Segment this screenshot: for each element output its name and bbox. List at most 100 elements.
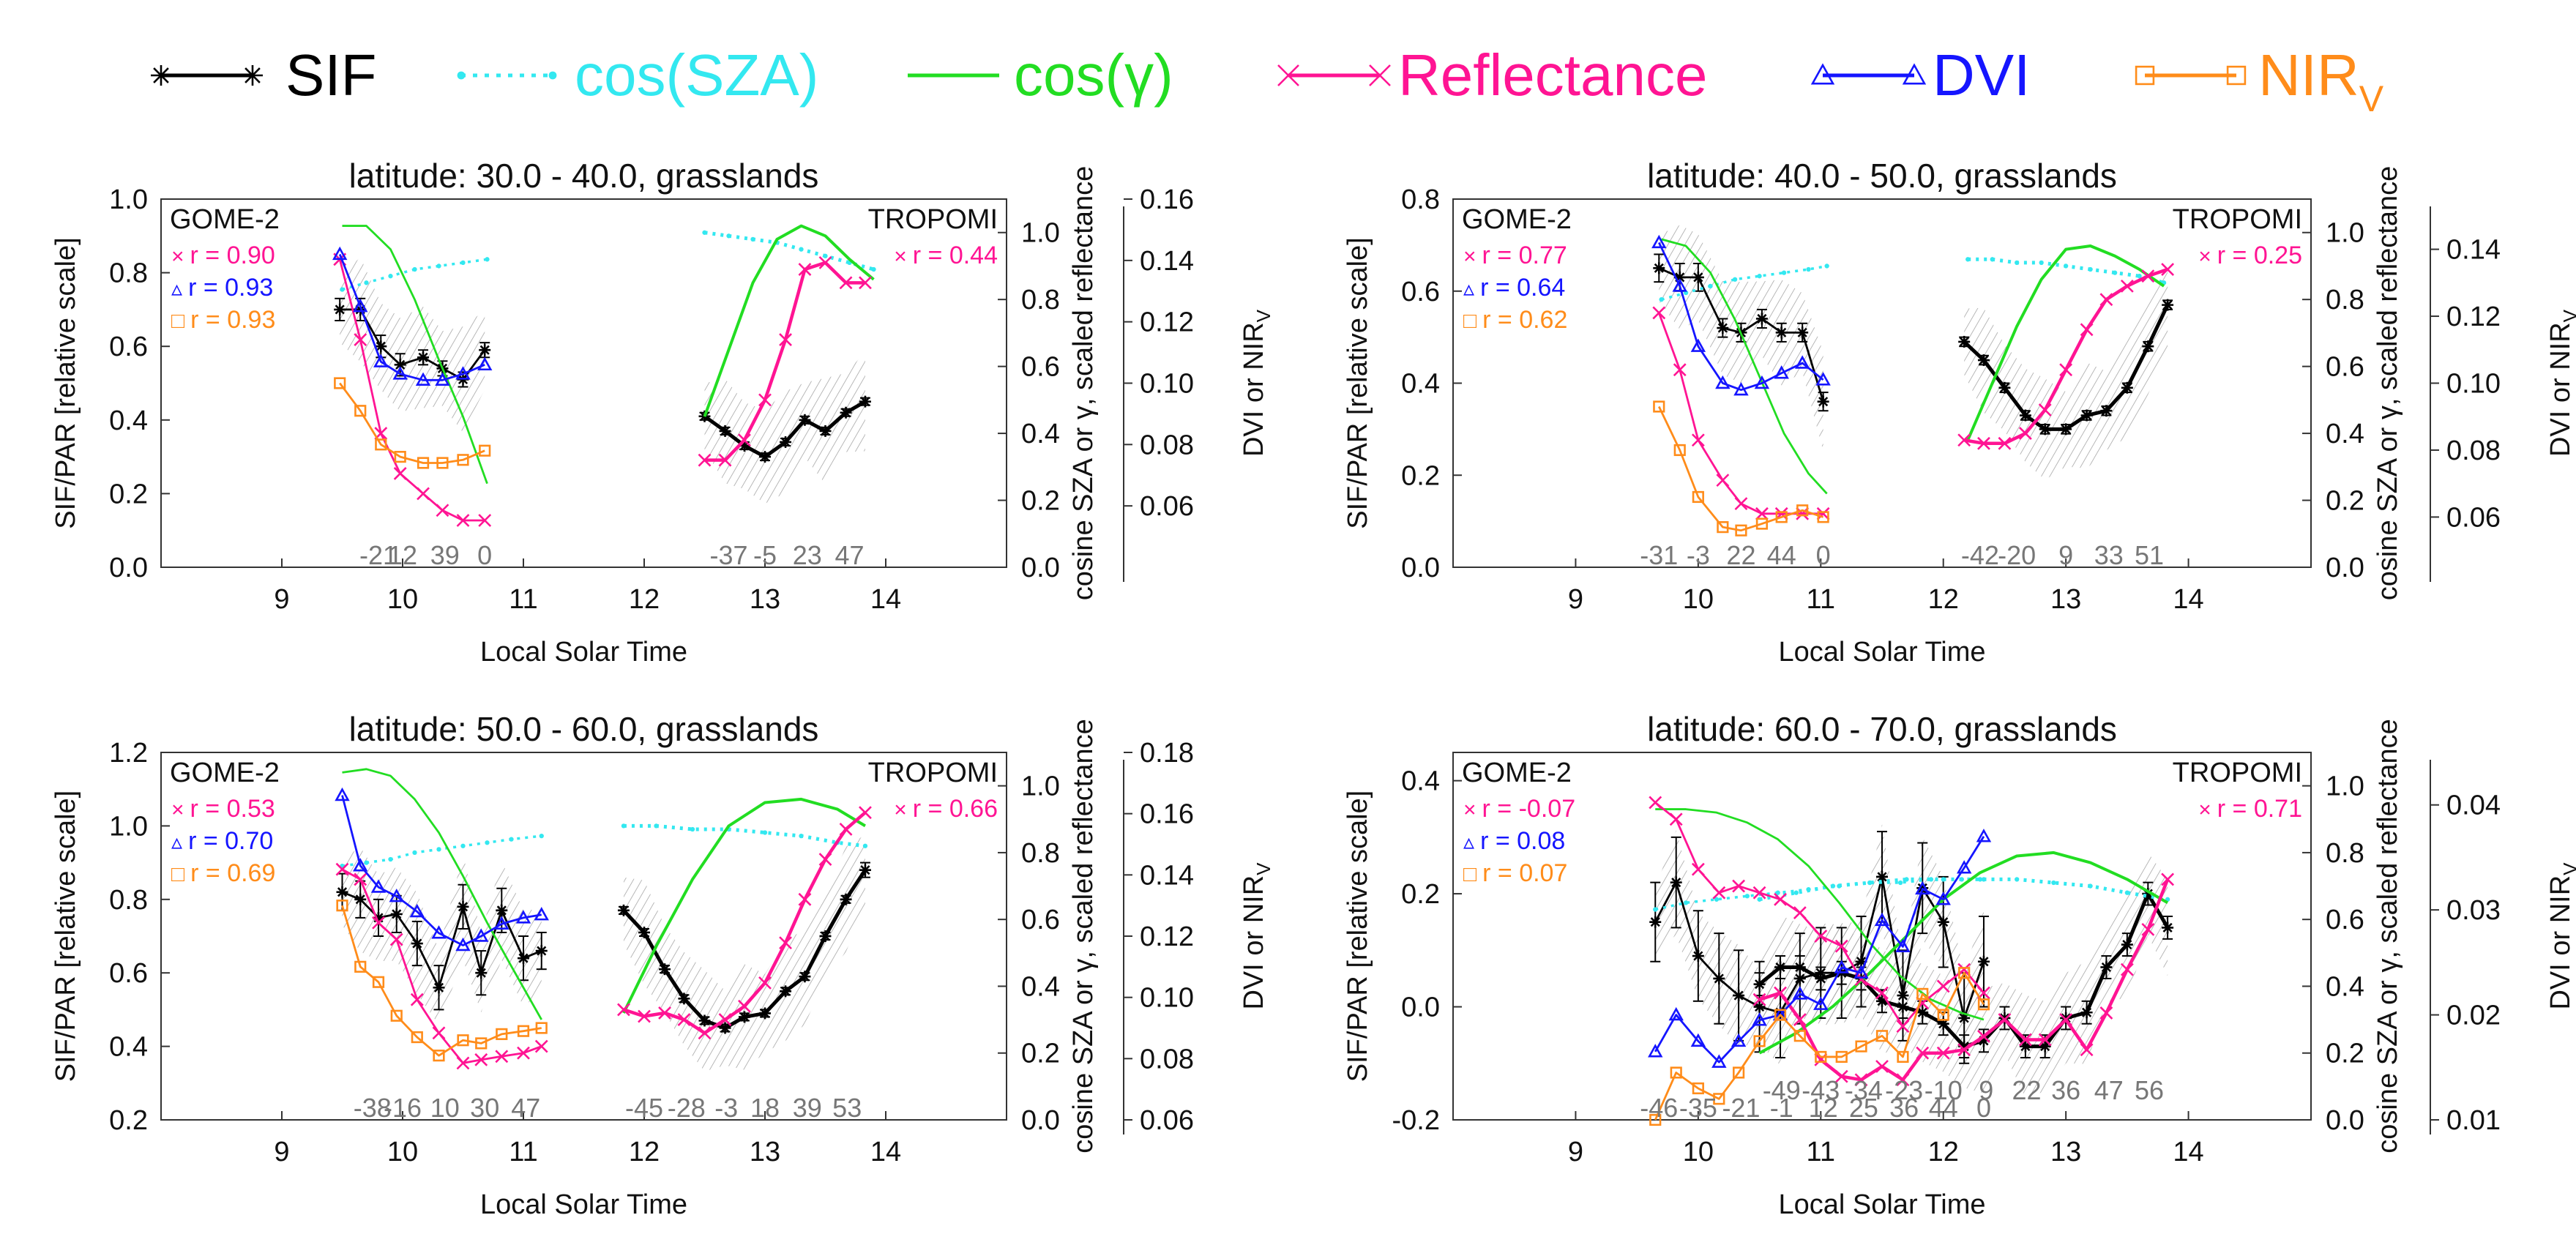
y3-tick-label: 0.18	[1140, 738, 1194, 769]
x-stroke	[2161, 263, 2175, 276]
data-point	[1830, 883, 1836, 889]
data-point	[485, 257, 490, 262]
x-stroke	[372, 916, 385, 930]
data-point	[1793, 961, 1806, 973]
data-point	[435, 372, 450, 386]
data-point	[409, 903, 425, 918]
data-point	[1649, 1113, 1662, 1126]
data-point	[1815, 972, 1827, 984]
data-point	[719, 425, 731, 437]
x-stroke	[2120, 962, 2134, 976]
data-point	[1670, 876, 1682, 889]
y3-tick-label: 0.08	[1140, 1044, 1194, 1074]
asterisk-stroke	[1717, 323, 1728, 333]
data-point	[2088, 266, 2093, 272]
data-point	[698, 453, 712, 467]
data-point	[759, 1007, 771, 1020]
data-point	[2039, 423, 2051, 436]
data-point	[1691, 433, 1705, 447]
y2-tick-label: 0.4	[2326, 419, 2364, 449]
y-axis-label: SIF/PAR [relative scale]	[1343, 790, 1373, 1082]
data-point	[474, 928, 489, 942]
angle-annotation: 22	[2012, 1075, 2042, 1105]
data-point	[539, 833, 544, 839]
series-cossza-gome-2	[340, 257, 490, 292]
y-axis-label: SIF/PAR [relative scale]	[51, 790, 81, 1082]
x-axis-label: Local Solar Time	[480, 637, 687, 668]
x-stroke	[658, 1006, 671, 1020]
asterisk-stroke	[2101, 405, 2111, 416]
x-stroke	[698, 453, 712, 467]
data-point	[509, 837, 514, 842]
correlation-stat-gome2: × r = -0.07	[1463, 795, 1575, 823]
data-point	[1713, 1093, 1725, 1105]
data-point	[1755, 313, 1768, 325]
data-point	[759, 451, 771, 463]
legend-entry-cossza: cos(SZA)	[457, 42, 818, 108]
data-point	[617, 904, 630, 916]
angle-annotation: -21	[1722, 1093, 1760, 1123]
data-point	[798, 892, 812, 906]
y-tick-label: 0.6	[109, 332, 148, 362]
data-point	[1712, 886, 1726, 900]
data-point	[2120, 962, 2134, 976]
correlation-stat-tropomi: × r = 0.25	[2198, 242, 2302, 269]
asterisk-stroke	[820, 931, 831, 941]
y-tick-label: 0.0	[1401, 993, 1440, 1023]
series-reflectance-tropomi	[617, 806, 872, 1040]
stat-text: r = 0.44	[913, 242, 998, 269]
series-line	[1661, 238, 1828, 495]
angle-annotation: -43	[1802, 1075, 1840, 1105]
series-cossza-tropomi	[1757, 877, 2170, 902]
correlation-stat-gome2: ▵ r = 0.70	[171, 827, 273, 855]
legend-label: cos(SZA)	[575, 42, 818, 108]
data-point	[818, 255, 832, 269]
data-point	[388, 274, 393, 279]
series-sif-tropomi	[1753, 881, 2174, 1059]
x-stroke	[1277, 64, 1299, 86]
angle-annotation: 25	[1849, 1093, 1878, 1123]
asterisk-stroke	[1979, 355, 1989, 365]
y2-tick-label: 0.0	[2326, 553, 2364, 583]
y3-tick-label: 0.03	[2446, 895, 2501, 926]
data-point	[762, 830, 768, 835]
data-point	[2051, 880, 2056, 886]
data-point	[477, 356, 493, 371]
data-point	[1957, 1043, 1971, 1057]
x-stroke	[393, 467, 407, 480]
data-point	[1733, 381, 1749, 396]
series-line	[1758, 851, 2169, 1055]
angle-annotation: 53	[832, 1093, 862, 1123]
angle-annotation: 51	[2135, 540, 2164, 570]
data-point	[1936, 979, 1950, 993]
data-point	[1755, 517, 1769, 530]
data-point	[2100, 405, 2113, 417]
data-point	[1691, 862, 1705, 876]
y2-tick-label: 0.2	[1021, 486, 1060, 517]
series-line	[1966, 244, 2165, 441]
x-stroke	[1957, 433, 1971, 447]
data-point	[1977, 998, 1990, 1011]
data-point	[799, 971, 811, 983]
data-point	[1796, 506, 1810, 520]
x-stroke	[2038, 403, 2052, 417]
series-line	[338, 258, 485, 522]
asterisk-stroke	[780, 437, 791, 447]
series-cos-tropomi	[703, 224, 875, 417]
series-cossza-tropomi	[1965, 257, 2167, 285]
data-point	[1659, 297, 1664, 302]
y-tick-label: 0.8	[1401, 184, 1440, 215]
data-point	[1793, 1030, 1806, 1042]
series-cossza-gome-2	[1659, 263, 1829, 302]
data-point	[495, 1050, 509, 1064]
data-point	[1717, 521, 1729, 534]
angle-annotation: 18	[750, 1093, 780, 1123]
y3-axis-label-subscript: V	[2559, 862, 2576, 875]
y2-axis-label: cosine SZA or γ, scaled reflectance	[1068, 719, 1099, 1154]
data-point	[1648, 1044, 1663, 1058]
asterisk-stroke	[840, 408, 851, 418]
data-point	[2141, 922, 2155, 936]
data-point	[1998, 436, 2012, 450]
data-point	[1672, 278, 1687, 292]
x-stroke	[1774, 986, 1787, 1000]
